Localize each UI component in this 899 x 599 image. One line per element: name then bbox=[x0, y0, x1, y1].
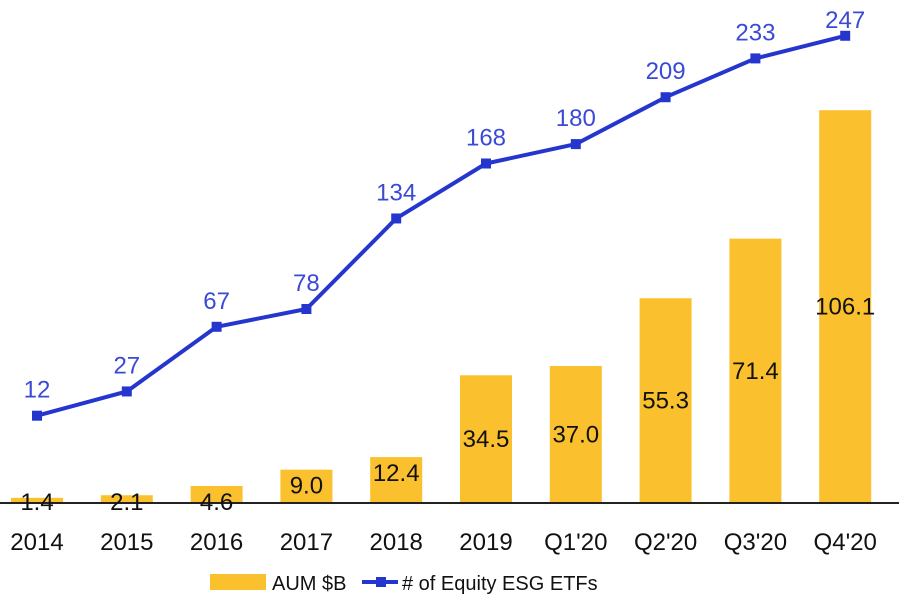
bar-1 bbox=[100, 495, 153, 503]
bar-label-5: 34.5 bbox=[463, 426, 510, 453]
legend-marker-etfs bbox=[376, 577, 386, 587]
x-tick-5: 2019 bbox=[459, 529, 512, 556]
bar-label-2: 4.6 bbox=[200, 489, 233, 516]
bar-label-7: 55.3 bbox=[642, 388, 689, 415]
line-label-9: 247 bbox=[825, 7, 865, 34]
bar-6 bbox=[549, 366, 602, 503]
etf-count-line bbox=[36, 33, 846, 418]
x-tick-3: 2017 bbox=[280, 529, 333, 556]
line-marker-4 bbox=[391, 213, 402, 224]
x-tick-0: 2014 bbox=[10, 529, 63, 556]
x-tick-6: Q1'20 bbox=[544, 529, 607, 556]
line-label-3: 78 bbox=[293, 270, 320, 297]
line-label-5: 168 bbox=[466, 125, 506, 152]
bar-label-4: 12.4 bbox=[373, 460, 420, 487]
line-label-2: 67 bbox=[203, 288, 230, 315]
line-marker-1 bbox=[121, 386, 132, 397]
bar-series-aum bbox=[11, 110, 872, 504]
bar-label-8: 71.4 bbox=[732, 358, 779, 385]
bar-4 bbox=[370, 457, 423, 503]
line-marker-9 bbox=[840, 30, 851, 41]
line-marker-5 bbox=[481, 158, 491, 169]
x-tick-7: Q2'20 bbox=[634, 529, 697, 556]
line-markers bbox=[32, 30, 851, 421]
x-tick-8: Q3'20 bbox=[724, 529, 787, 556]
line-marker-2 bbox=[211, 321, 222, 332]
line-series-etfs bbox=[36, 33, 846, 418]
line-marker-0 bbox=[32, 410, 42, 421]
line-label-1: 27 bbox=[113, 352, 140, 379]
bar-7 bbox=[639, 298, 692, 503]
legend-swatch-aum bbox=[210, 574, 266, 590]
legend-label-etfs: # of Equity ESG ETFs bbox=[402, 573, 598, 595]
bar-8 bbox=[729, 238, 782, 503]
line-label-6: 180 bbox=[556, 105, 596, 132]
line-label-8: 233 bbox=[735, 19, 775, 46]
legend: AUM $B # of Equity ESG ETFs bbox=[210, 573, 598, 595]
bar-9 bbox=[819, 110, 872, 504]
x-tick-4: 2018 bbox=[370, 529, 423, 556]
line-data-labels: 12 27 67 78 134 168 180 209 233 247 bbox=[24, 7, 866, 404]
line-marker-6 bbox=[570, 139, 581, 150]
bar-label-9: 106.1 bbox=[815, 294, 875, 321]
line-marker-3 bbox=[301, 304, 312, 314]
bar-label-6: 37.0 bbox=[552, 422, 599, 449]
bar-2 bbox=[190, 485, 243, 503]
x-tick-9: Q4'20 bbox=[814, 529, 877, 556]
bar-3 bbox=[280, 469, 333, 503]
line-marker-7 bbox=[660, 92, 671, 103]
line-label-4: 134 bbox=[376, 179, 416, 206]
line-marker-8 bbox=[750, 53, 761, 64]
bar-0 bbox=[11, 497, 63, 503]
line-label-7: 209 bbox=[646, 58, 686, 85]
x-axis-ticks: 2014 2015 2016 2017 2018 2019 Q1'20 Q2'20 Q3'20 Q… bbox=[10, 529, 877, 556]
bar-data-labels: 1.4 2.1 4.6 9.0 12.4 34.5 37.0 55.3 71.4 106.1 bbox=[20, 294, 875, 516]
line-label-0: 12 bbox=[24, 377, 51, 404]
legend-label-aum: AUM $B bbox=[272, 573, 346, 595]
x-tick-1: 2015 bbox=[100, 529, 153, 556]
bar-label-3: 9.0 bbox=[290, 473, 323, 500]
x-tick-2: 2016 bbox=[190, 529, 243, 556]
bar-label-1: 2.1 bbox=[110, 489, 143, 516]
bar-5 bbox=[460, 375, 512, 503]
bar-label-0: 1.4 bbox=[20, 489, 53, 516]
